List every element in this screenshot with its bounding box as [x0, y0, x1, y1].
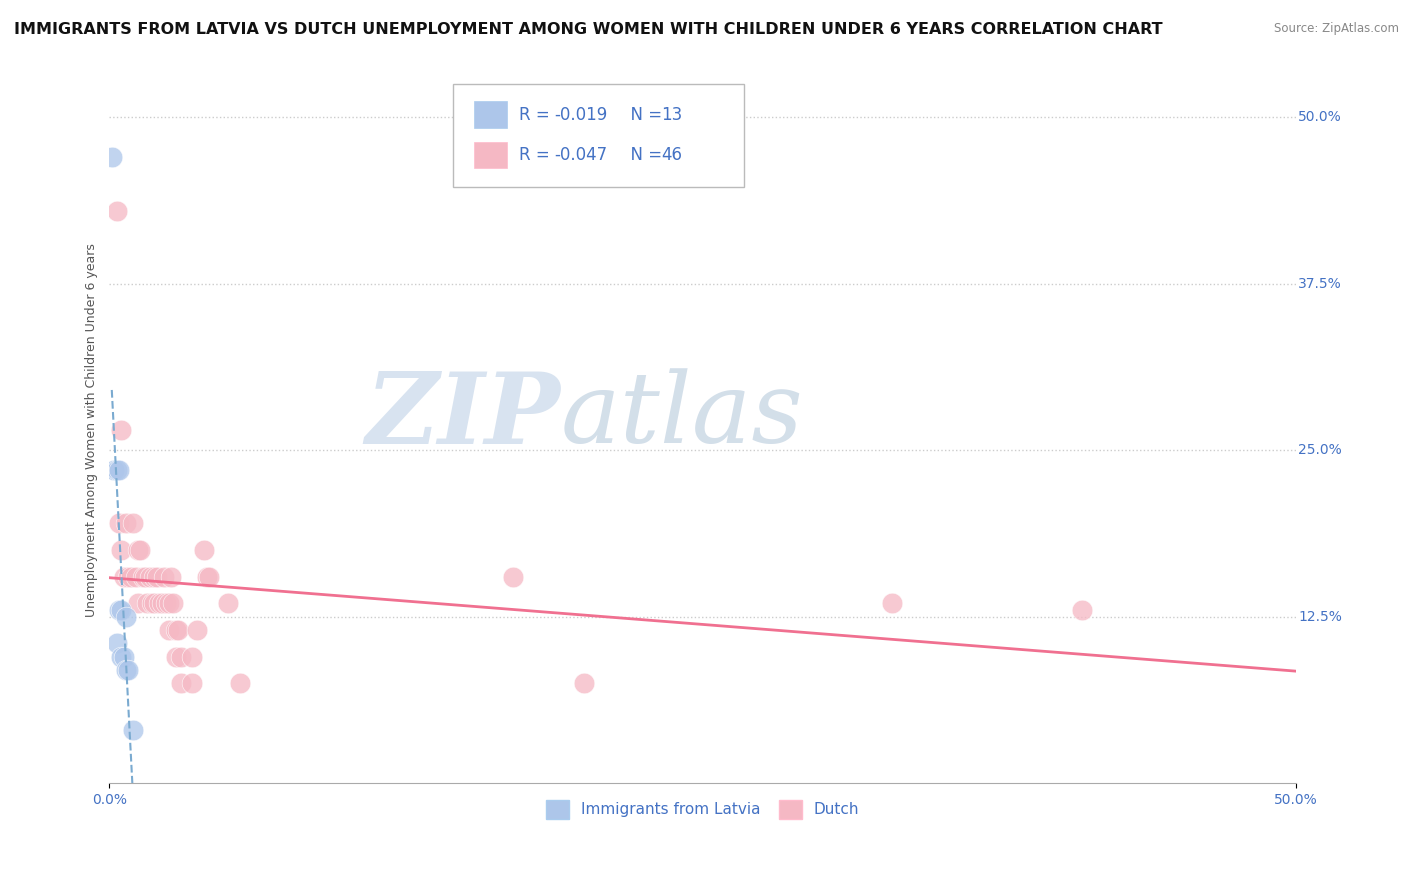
Point — [108, 516, 131, 531]
Point — [160, 570, 183, 584]
Text: IMMIGRANTS FROM LATVIA VS DUTCH UNEMPLOYMENT AMONG WOMEN WITH CHILDREN UNDER 6 Y: IMMIGRANTS FROM LATVIA VS DUTCH UNEMPLOY… — [14, 22, 1163, 37]
Point — [124, 570, 146, 584]
Text: -0.019: -0.019 — [554, 106, 607, 124]
Point — [117, 663, 139, 677]
FancyBboxPatch shape — [474, 102, 506, 128]
Point — [127, 543, 149, 558]
FancyBboxPatch shape — [474, 142, 506, 169]
Point — [157, 596, 180, 610]
Point — [186, 623, 208, 637]
Point — [217, 596, 239, 610]
Point — [502, 570, 524, 584]
Point — [108, 603, 131, 617]
Point — [122, 516, 145, 531]
Point — [143, 596, 166, 610]
Point — [103, 463, 125, 477]
Point — [120, 570, 142, 584]
Text: 50.0%: 50.0% — [1298, 111, 1341, 124]
Point — [110, 649, 132, 664]
Point — [136, 596, 159, 610]
Point — [181, 676, 204, 690]
Text: -0.047: -0.047 — [554, 146, 607, 164]
FancyBboxPatch shape — [454, 85, 744, 186]
Text: 25.0%: 25.0% — [1298, 443, 1341, 458]
Text: N =: N = — [620, 106, 666, 124]
Point — [110, 423, 132, 437]
Point — [117, 570, 139, 584]
Point — [115, 516, 138, 531]
Point — [105, 636, 128, 650]
Point — [108, 463, 131, 477]
Point — [105, 203, 128, 218]
Text: R =: R = — [519, 106, 555, 124]
Point — [193, 543, 215, 558]
Point — [115, 609, 138, 624]
Point — [1071, 603, 1094, 617]
Text: 46: 46 — [661, 146, 682, 164]
Point — [229, 676, 252, 690]
Point — [143, 570, 166, 584]
Text: Source: ZipAtlas.com: Source: ZipAtlas.com — [1274, 22, 1399, 36]
Point — [882, 596, 904, 610]
Text: atlas: atlas — [560, 368, 803, 464]
Point — [167, 623, 190, 637]
Point — [122, 723, 145, 737]
Text: 37.5%: 37.5% — [1298, 277, 1341, 291]
Point — [129, 543, 152, 558]
Point — [169, 649, 191, 664]
Point — [195, 570, 218, 584]
Point — [181, 649, 204, 664]
Point — [153, 570, 176, 584]
Point — [101, 150, 124, 164]
Point — [572, 676, 595, 690]
Text: 12.5%: 12.5% — [1298, 609, 1341, 624]
Point — [155, 596, 177, 610]
Point — [105, 463, 128, 477]
Point — [146, 570, 169, 584]
Point — [165, 649, 187, 664]
Point — [150, 596, 173, 610]
Point — [165, 623, 187, 637]
Point — [112, 649, 135, 664]
Point — [198, 570, 221, 584]
Point — [131, 570, 153, 584]
Point — [162, 596, 184, 610]
Point — [110, 543, 132, 558]
Point — [139, 570, 162, 584]
Text: N =: N = — [620, 146, 666, 164]
Text: R =: R = — [519, 146, 555, 164]
Point — [134, 570, 156, 584]
Point — [115, 663, 138, 677]
Text: ZIP: ZIP — [366, 368, 560, 465]
Text: 13: 13 — [661, 106, 682, 124]
Point — [112, 570, 135, 584]
Point — [169, 676, 191, 690]
Point — [110, 603, 132, 617]
Point — [141, 596, 163, 610]
Y-axis label: Unemployment Among Women with Children Under 6 years: Unemployment Among Women with Children U… — [86, 244, 98, 617]
Legend: Immigrants from Latvia, Dutch: Immigrants from Latvia, Dutch — [540, 794, 866, 825]
Point — [127, 596, 149, 610]
Point — [148, 596, 170, 610]
Point — [157, 623, 180, 637]
